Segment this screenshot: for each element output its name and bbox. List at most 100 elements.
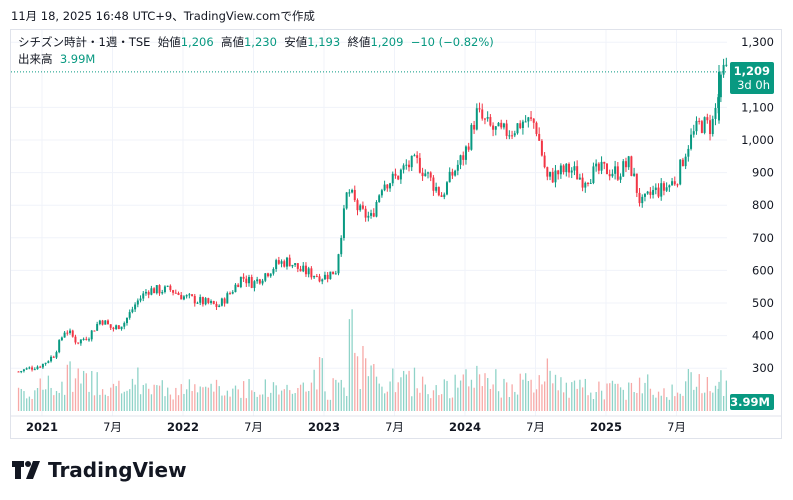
volume-bar: [278, 394, 280, 411]
candle-body: [679, 159, 682, 185]
candle-body: [464, 146, 467, 160]
candle-body: [649, 191, 652, 195]
candle-body: [483, 118, 486, 120]
candle-body: [69, 330, 72, 333]
volume-bar: [267, 396, 269, 411]
volume-bar: [576, 388, 578, 411]
volume-bar: [82, 370, 85, 411]
volume-bar: [402, 370, 405, 411]
volume-bar: [85, 373, 87, 411]
candle-body: [603, 161, 606, 164]
candle-body: [337, 254, 340, 274]
candle-body: [248, 276, 251, 284]
price-chart[interactable]: 300 400 500 600 700 800 900 1,000 1,100 1,300 2021…: [0, 0, 793, 440]
volume-bar: [413, 367, 416, 411]
volume-bar: [522, 379, 524, 411]
volume-bar: [177, 395, 180, 411]
candle-body: [703, 117, 706, 133]
candle-body: [185, 295, 188, 297]
volume-bar: [511, 384, 513, 411]
candle-body: [676, 184, 679, 186]
volume-bar: [609, 383, 611, 411]
candle-body: [44, 362, 47, 364]
candle-body: [565, 163, 568, 173]
candle-body: [584, 182, 587, 188]
volume-bar: [229, 396, 231, 411]
volume-bar: [562, 392, 565, 411]
candle-body: [47, 361, 50, 363]
candle-body: [93, 330, 96, 332]
candle-body: [155, 285, 158, 294]
chart-frame[interactable]: [10, 29, 782, 439]
candle-body: [63, 332, 66, 338]
volume-bar: [546, 358, 549, 411]
volume-bar: [145, 383, 147, 411]
volume-bar: [340, 379, 342, 411]
candle-body: [568, 163, 571, 173]
volume-bar: [194, 384, 196, 411]
volume-bar: [275, 385, 277, 411]
tradingview-logo[interactable]: TradingView: [12, 458, 187, 482]
candle-body: [147, 291, 150, 295]
volume-bar: [297, 388, 299, 411]
volume-bar: [142, 384, 144, 411]
candle-body: [370, 213, 373, 216]
volume-bar: [446, 380, 448, 411]
candle-body: [692, 131, 695, 135]
candle-body: [272, 269, 275, 274]
volume-bar: [565, 382, 568, 411]
candle-body: [671, 181, 674, 186]
candle-body: [502, 123, 505, 128]
candle-body: [150, 288, 153, 295]
volume-bar: [525, 373, 527, 411]
volume-bar: [641, 393, 643, 411]
candle-body: [321, 279, 324, 282]
volume-bar: [283, 389, 285, 411]
candle-body: [389, 183, 392, 189]
volume-bar: [617, 383, 619, 411]
volume-bar: [478, 374, 481, 411]
candle-body: [210, 301, 213, 303]
volume-bar: [270, 392, 272, 411]
candle-body: [418, 157, 421, 173]
candle-body: [718, 71, 720, 121]
volume-bar: [313, 369, 315, 411]
volume-bar: [465, 369, 467, 411]
volume-bar: [175, 387, 177, 411]
candle-body: [578, 177, 581, 180]
volume-bar: [248, 379, 250, 411]
candle-body: [462, 155, 465, 160]
volume-bar: [61, 381, 63, 411]
candle-body: [378, 195, 381, 203]
volume-bar: [202, 387, 204, 411]
candle-body: [237, 284, 240, 288]
candle-body: [207, 298, 210, 303]
volume-bar: [527, 381, 530, 411]
volume-bar: [389, 381, 391, 411]
volume-bar: [573, 380, 576, 411]
volume-bar: [438, 395, 440, 411]
volume-bar: [416, 388, 418, 411]
candle-body: [245, 278, 248, 284]
x-tick-label: 7月: [103, 420, 122, 434]
volume-bar: [397, 382, 399, 411]
volume-bar: [408, 370, 410, 411]
volume-bar: [476, 365, 478, 411]
volume-bar: [514, 391, 516, 411]
volume-bar: [484, 373, 486, 411]
candle-body: [253, 281, 256, 288]
volume-bar: [394, 392, 397, 411]
candle-body: [654, 187, 657, 191]
volume-bar: [690, 372, 692, 411]
candle-body: [315, 275, 318, 277]
close-label: 終値: [347, 35, 371, 49]
candle-body: [508, 135, 511, 137]
volume-bar: [530, 379, 532, 411]
candle-body: [513, 133, 516, 136]
volume-bar: [183, 393, 185, 411]
candle-body: [687, 148, 690, 157]
volume-bar: [66, 364, 69, 411]
candle-body: [722, 64, 725, 75]
y-tick-label: 500: [752, 296, 774, 310]
volume-bar: [107, 396, 109, 411]
